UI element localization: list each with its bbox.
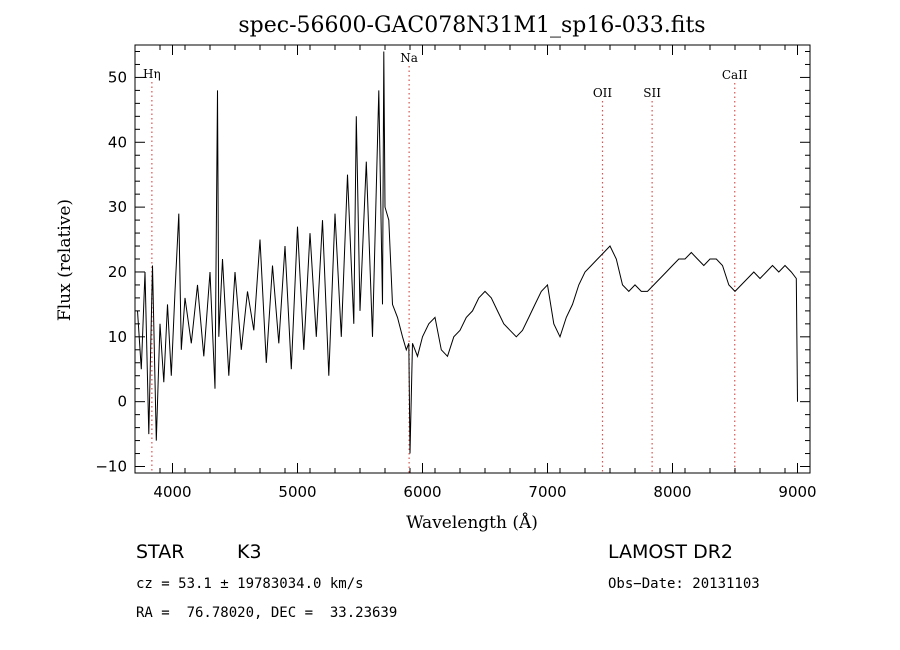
y-tick-label: 40 xyxy=(108,133,127,151)
y-axis-label: Flux (relative) xyxy=(55,199,75,321)
series-layer xyxy=(137,51,798,454)
y-tick-label: 30 xyxy=(108,198,127,216)
survey-release: LAMOST DR2 xyxy=(608,541,733,563)
x-tick-label: 7000 xyxy=(528,483,566,501)
x-tick-label: 4000 xyxy=(153,483,191,501)
x-tick-label: 9000 xyxy=(778,483,816,501)
x-tick-label: 5000 xyxy=(278,483,316,501)
x-axis-label: Wavelength (Å) xyxy=(406,512,538,533)
object-class: STAR xyxy=(136,541,185,563)
x-tick-label: 6000 xyxy=(403,483,441,501)
plot-frame xyxy=(134,44,811,474)
y-tick-label: −10 xyxy=(95,458,127,476)
y-tick-label: 10 xyxy=(108,328,127,346)
coordinates-ra-dec: RA = 76.78020, DEC = 33.23639 xyxy=(136,605,398,621)
spectral-line-markers: Hη Na OII SII CaII xyxy=(143,51,748,473)
y-tick-label: 20 xyxy=(108,263,127,281)
spectral-line-label: Hη xyxy=(143,67,161,81)
y-tick-label: 50 xyxy=(108,68,127,86)
spectral-line-label: Na xyxy=(400,51,418,65)
spectral-line-label: OII xyxy=(593,86,613,100)
spectrum-line xyxy=(137,51,798,454)
spectral-line-label: SII xyxy=(643,86,661,100)
chart-title: spec-56600-GAC078N31M1_sp16-033.fits xyxy=(238,13,705,38)
observation-date: Obs−Date: 20131103 xyxy=(608,576,760,592)
x-tick-label: 8000 xyxy=(653,483,691,501)
spectral-line-label: CaII xyxy=(722,68,748,82)
axis-ticks: 4000 5000 6000 7000 8000 9000 −10 0 10 20 30 40 50 xyxy=(95,45,817,501)
y-tick-label: 0 xyxy=(117,393,127,411)
redshift-cz: cz = 53.1 ± 19783034.0 km/s xyxy=(136,576,364,592)
object-subclass: K3 xyxy=(237,541,262,563)
